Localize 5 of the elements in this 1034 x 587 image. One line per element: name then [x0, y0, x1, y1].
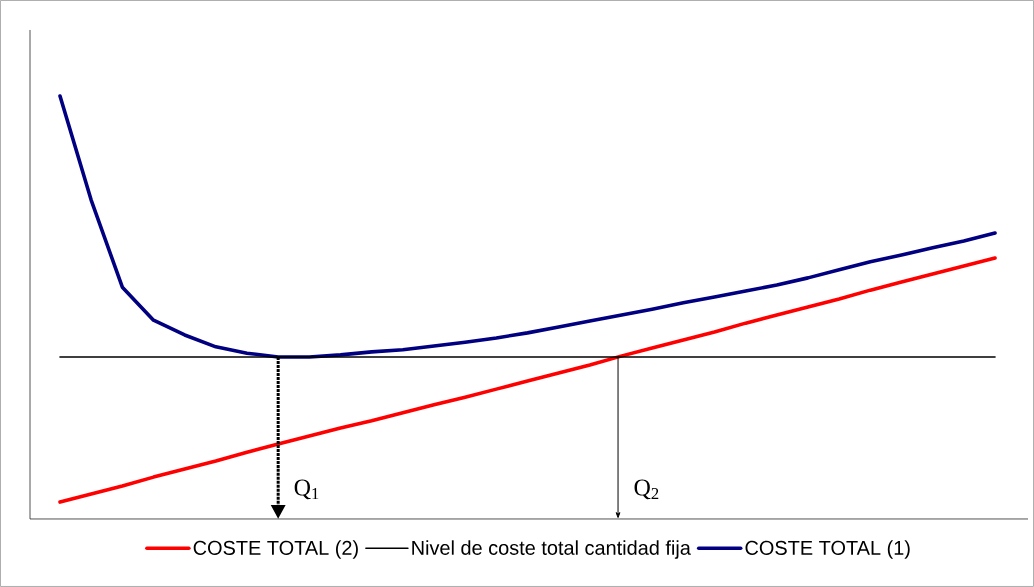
legend-label: Nivel de coste total cantidad fija: [412, 540, 691, 559]
annotation: Q$_{2}$: [634, 479, 659, 500]
legend-label: COSTE TOTAL (1): [745, 540, 910, 559]
legend-label: COSTE TOTAL (2): [193, 540, 358, 559]
annotation: Q$_{1}$: [294, 479, 319, 500]
